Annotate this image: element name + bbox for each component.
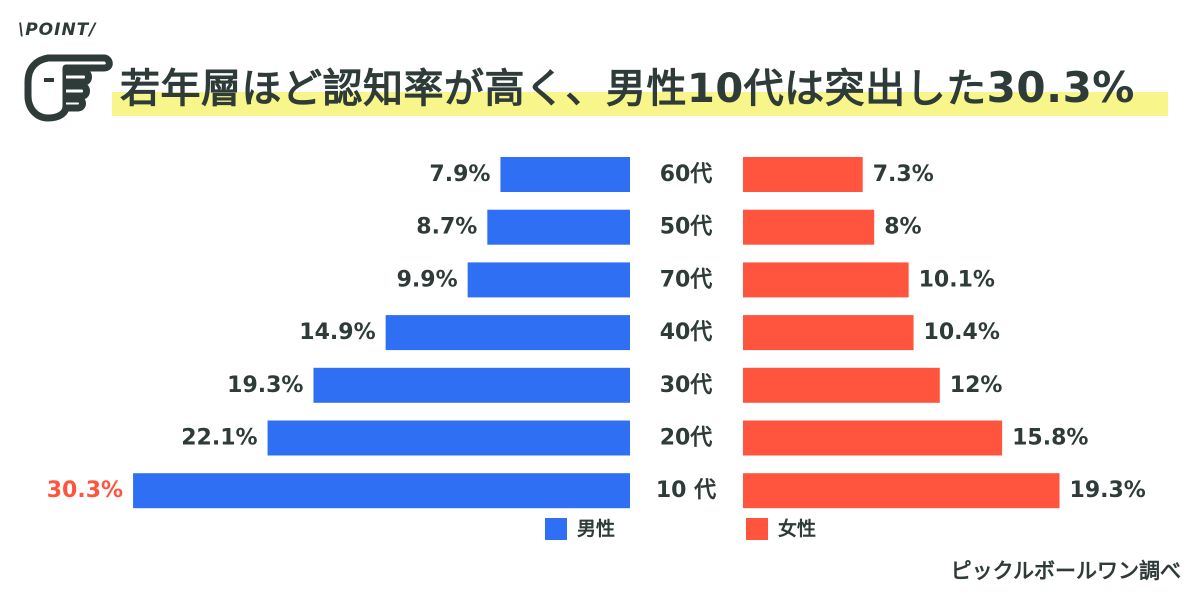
female-bar <box>743 262 909 298</box>
category-label: 60代 <box>660 162 713 187</box>
male-value-label: 14.9% <box>299 320 375 345</box>
category-label: 30代 <box>660 373 713 398</box>
title-value: 30.3% <box>986 63 1135 112</box>
male-bar <box>133 473 630 509</box>
male-bar <box>500 157 630 192</box>
category-label: 40代 <box>660 320 713 345</box>
legend-female-swatch <box>746 518 768 540</box>
male-bar <box>487 209 630 245</box>
category-label: 10 代 <box>656 478 716 503</box>
source-note: ピックルボールワン調べ <box>950 559 1181 583</box>
legend-male-label: 男性 <box>577 517 615 540</box>
female-bar <box>743 473 1060 509</box>
male-bar <box>267 420 630 456</box>
male-bar <box>385 315 630 351</box>
female-bar <box>743 209 875 245</box>
title-text: 若年層ほど認知率が高く、男性10代は突出した <box>120 66 987 112</box>
female-value-label: 10.1% <box>919 267 995 292</box>
male-value-label: 22.1% <box>181 426 257 451</box>
female-value-label: 8% <box>884 215 921 240</box>
male-value-label: 7.9% <box>429 162 490 187</box>
female-bar <box>743 367 940 403</box>
male-bar <box>313 367 630 403</box>
pointing-hand-icon <box>24 54 113 122</box>
legend-male-swatch <box>545 518 567 540</box>
category-label: 50代 <box>660 215 713 240</box>
title-highlight <box>112 92 1168 116</box>
male-value-label: 19.3% <box>227 373 303 398</box>
female-bar <box>743 157 863 192</box>
female-value-label: 10.4% <box>924 320 1000 345</box>
page-title: 若年層ほど認知率が高く、男性10代は突出した30.3% <box>120 56 1135 114</box>
male-value-label: 9.9% <box>397 267 458 292</box>
female-value-label: 19.3% <box>1070 478 1146 503</box>
category-label: 70代 <box>660 267 713 292</box>
female-bar <box>743 315 914 351</box>
female-value-label: 7.3% <box>873 162 934 187</box>
male-value-label: 30.3% <box>47 478 123 503</box>
legend-female-label: 女性 <box>778 517 816 540</box>
female-value-label: 12% <box>950 373 1003 398</box>
male-value-label: 8.7% <box>416 215 477 240</box>
female-bar <box>743 420 1003 456</box>
male-bar <box>467 262 630 298</box>
category-label: 20代 <box>660 426 713 451</box>
female-value-label: 15.8% <box>1012 426 1088 451</box>
point-tag: \POINT/ <box>18 20 97 40</box>
